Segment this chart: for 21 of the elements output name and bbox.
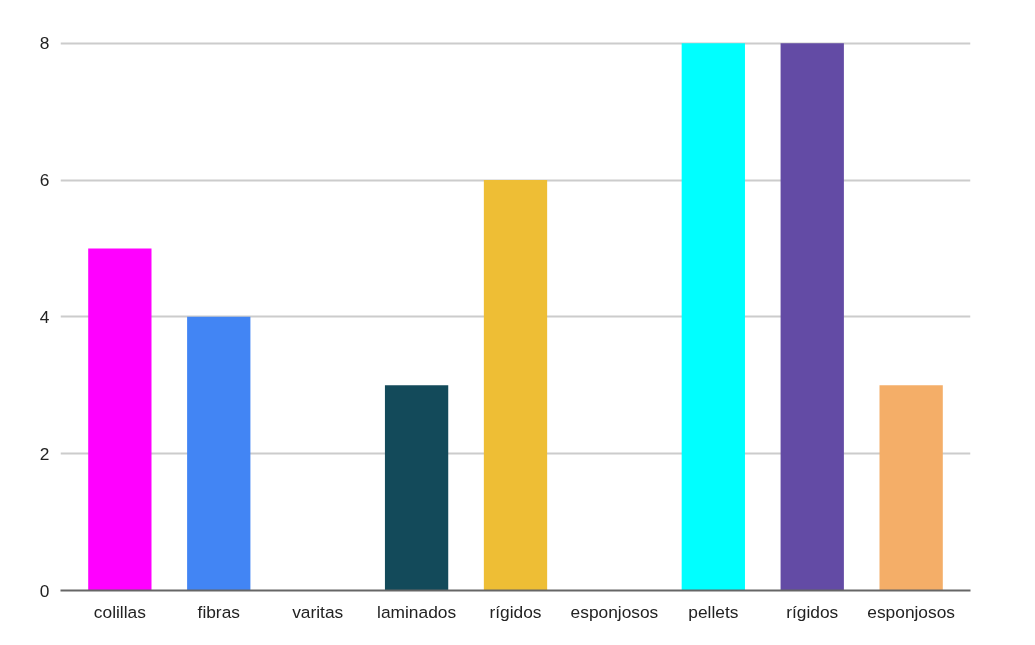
- x-tick-label: pellets: [688, 601, 739, 622]
- bar: [88, 248, 152, 591]
- y-tick-label: 6: [39, 170, 50, 191]
- x-tick-label: colillas: [93, 601, 147, 622]
- bar: [681, 43, 745, 591]
- x-tick-label: esponjosos: [570, 601, 659, 622]
- y-tick-label: 0: [39, 580, 50, 601]
- bar: [384, 385, 449, 591]
- x-tick-label: rígidos: [489, 601, 542, 622]
- y-tick-label: 2: [39, 443, 50, 464]
- x-tick-label: esponjosos: [867, 601, 956, 622]
- x-tick-label: laminados: [377, 601, 457, 622]
- bar: [483, 180, 548, 591]
- y-tick-label: 4: [39, 306, 50, 327]
- x-tick-label: rígidos: [786, 601, 839, 622]
- bar: [187, 316, 251, 591]
- y-tick-label: 8: [39, 33, 50, 54]
- x-tick-label: varitas: [292, 601, 344, 622]
- bar: [780, 43, 844, 591]
- bar: [879, 385, 943, 591]
- x-tick-label: fibras: [197, 601, 241, 622]
